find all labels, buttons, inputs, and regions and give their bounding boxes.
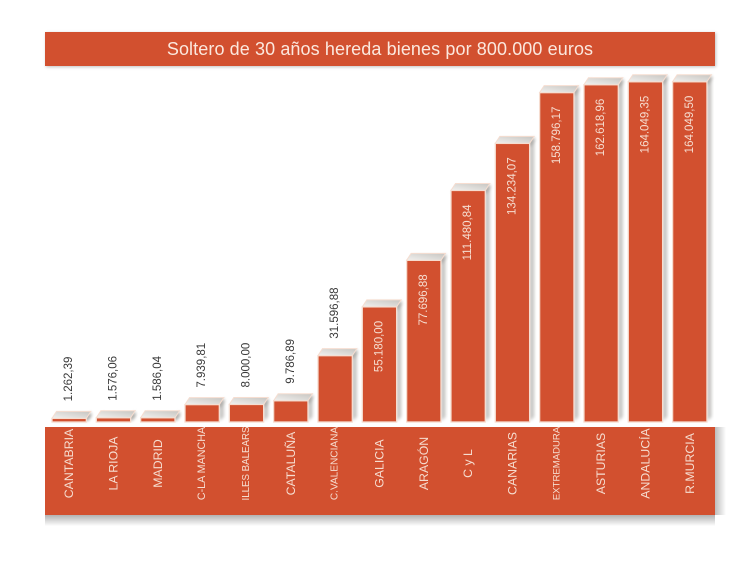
svg-text:LA RIOJA: LA RIOJA — [107, 436, 121, 491]
svg-text:158.796,17: 158.796,17 — [551, 107, 563, 165]
svg-text:ARAGÓN: ARAGÓN — [416, 437, 431, 490]
svg-text:C-LA MANCHA: C-LA MANCHA — [196, 426, 208, 500]
svg-text:R.MURCIA: R.MURCIA — [683, 432, 697, 494]
svg-text:ILLES BALEARS: ILLES BALEARS — [241, 426, 252, 501]
svg-text:GALICIA: GALICIA — [372, 438, 386, 487]
svg-text:1.586,04: 1.586,04 — [152, 355, 164, 400]
svg-text:ASTURIAS: ASTURIAS — [594, 433, 608, 495]
svg-text:CATALUÑA: CATALUÑA — [284, 431, 298, 496]
svg-text:77.696,88: 77.696,88 — [418, 274, 430, 325]
svg-text:8.000,00: 8.000,00 — [241, 343, 253, 388]
svg-text:31.596,88: 31.596,88 — [329, 287, 341, 338]
svg-text:164.049,35: 164.049,35 — [639, 96, 651, 154]
svg-text:EXTREMADURA: EXTREMADURA — [551, 426, 562, 500]
svg-text:9.786,89: 9.786,89 — [285, 339, 297, 384]
svg-text:134.234,07: 134.234,07 — [506, 157, 518, 215]
svg-text:1.576,06: 1.576,06 — [108, 356, 120, 401]
svg-text:MADRID: MADRID — [151, 439, 165, 488]
svg-text:162.618,96: 162.618,96 — [595, 99, 607, 157]
svg-text:C.VALENCIANA: C.VALENCIANA — [330, 427, 341, 501]
svg-text:CANARIAS: CANARIAS — [505, 432, 519, 495]
svg-text:ANDALUCÍA: ANDALUCÍA — [637, 428, 652, 499]
svg-text:CANTABRIA: CANTABRIA — [62, 428, 76, 498]
svg-text:1.262,39: 1.262,39 — [63, 357, 75, 402]
svg-text:55.180,00: 55.180,00 — [374, 321, 386, 372]
svg-text:111.480,84: 111.480,84 — [462, 204, 474, 260]
svg-text:C y L: C y L — [461, 449, 475, 478]
svg-text:7.939,81: 7.939,81 — [196, 343, 208, 388]
svg-text:164.049,50: 164.049,50 — [684, 96, 696, 154]
